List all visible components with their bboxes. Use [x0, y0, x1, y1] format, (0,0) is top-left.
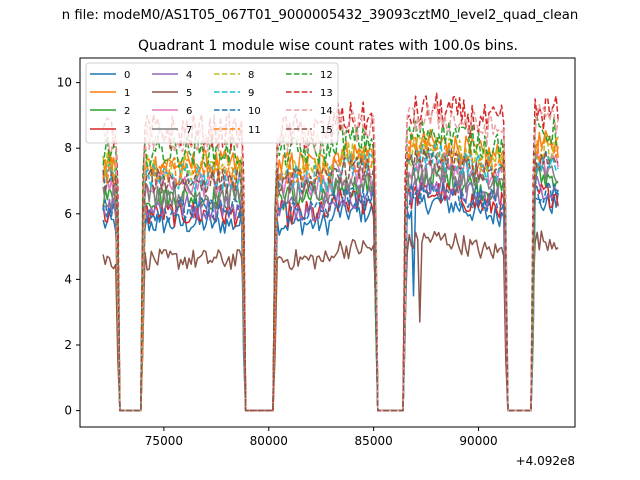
legend-label-3: 3: [124, 125, 130, 136]
y-tick-label: 4: [64, 272, 72, 286]
legend-label-7: 7: [186, 125, 192, 136]
axis-layer: 75000 80000 85000 90000 0 2 4 6 8 10: [57, 76, 498, 448]
legend-label-11: 11: [248, 125, 261, 136]
series-line-5: [102, 230, 559, 412]
y-tick-label: 8: [64, 141, 72, 155]
chart-title: Quadrant 1 module wise count rates with …: [138, 38, 518, 54]
series-line-11: [102, 135, 559, 412]
series-line-1: [102, 128, 559, 412]
series-line-15: [102, 147, 559, 412]
x-tick-label: 90000: [459, 434, 497, 448]
legend-label-0: 0: [124, 70, 130, 81]
series-line-12: [102, 115, 559, 412]
x-offset-label: +4.092e8: [516, 454, 575, 468]
legend-label-5: 5: [186, 88, 192, 99]
y-tick-label: 10: [57, 76, 72, 90]
x-tick-label: 75000: [145, 434, 183, 448]
series-line-10: [102, 179, 559, 412]
legend-label-15: 15: [320, 125, 333, 136]
legend-label-14: 14: [320, 106, 333, 117]
legend-label-2: 2: [124, 106, 130, 117]
legend-label-13: 13: [320, 88, 333, 99]
legend-label-12: 12: [320, 70, 333, 81]
y-tick-label: 2: [64, 338, 72, 352]
y-tick-label: 0: [64, 404, 72, 418]
legend-label-1: 1: [124, 88, 130, 99]
legend-box: [85, 62, 339, 144]
plot-frame: [79, 57, 576, 428]
series-line-0: [102, 192, 559, 412]
legend-label-8: 8: [248, 70, 254, 81]
x-tick-label: 85000: [355, 434, 393, 448]
y-tick-label: 6: [64, 207, 72, 221]
x-tick-label: 80000: [250, 434, 288, 448]
legend-label-4: 4: [186, 70, 192, 81]
series-line-4: [102, 174, 559, 412]
series-line-8: [102, 133, 559, 412]
legend-label-9: 9: [248, 88, 254, 99]
legend-label-10: 10: [248, 106, 261, 117]
legend-label-6: 6: [186, 106, 192, 117]
figure-suptitle: n file: modeM0/AS1T05_067T01_9000005432_…: [62, 8, 578, 23]
series-line-7: [102, 159, 559, 412]
